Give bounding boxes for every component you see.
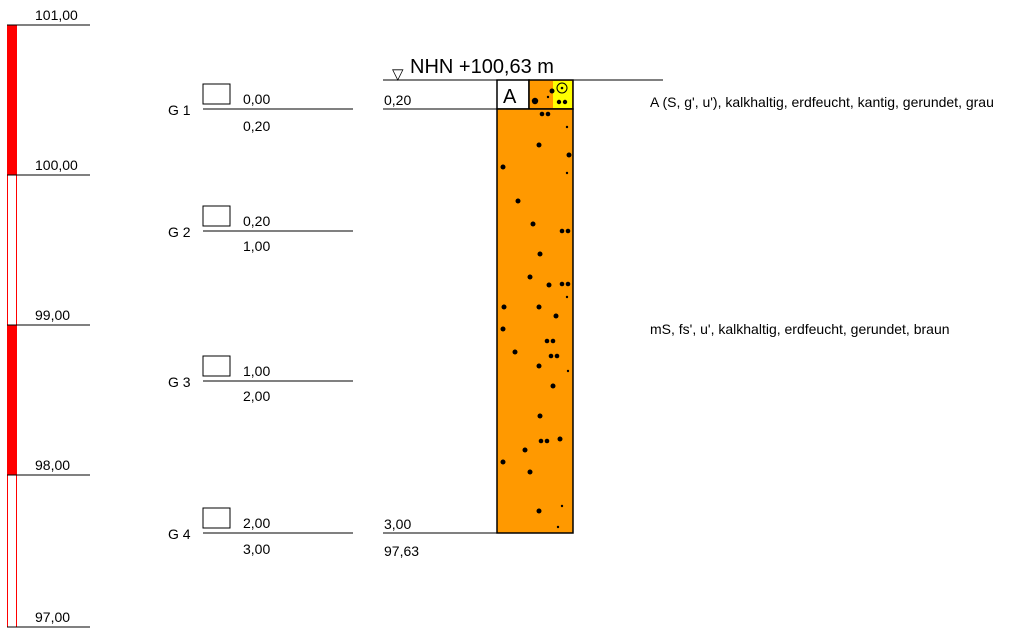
sand-dot [546, 112, 551, 117]
sand-dot [567, 153, 572, 158]
calcareous-dot [561, 87, 564, 90]
sand-dot [537, 143, 542, 148]
calcareous-symbol-bg [553, 81, 572, 108]
sand-dot [538, 252, 543, 257]
sand-dot [566, 282, 571, 287]
sample-g1: G 1 0,00 0,20 [168, 84, 353, 134]
sample-bottom-depth: 1,00 [243, 238, 270, 254]
sample-column: G 1 0,00 0,20 G 2 0,20 1,00 G 3 1,00 2,0… [168, 84, 353, 557]
sample-bottom-depth: 0,20 [243, 118, 270, 134]
sand-dot [537, 305, 542, 310]
sand-dot [547, 96, 549, 98]
sand-dot [545, 339, 550, 344]
sand-dot [555, 354, 560, 359]
sample-name: G 1 [168, 102, 191, 118]
sample-g2: G 2 0,20 1,00 [168, 206, 353, 254]
sample-name: G 3 [168, 374, 191, 390]
scale-label: 101,00 [35, 7, 78, 23]
sand-dot [547, 283, 552, 288]
depth-annotations: 0,20 3,00 97,63 [383, 92, 497, 559]
sample-box [203, 84, 230, 104]
sand-dot [537, 364, 542, 369]
elevation-header: ▽ NHN +100,63 m [383, 56, 663, 83]
sample-box [203, 206, 230, 226]
sand-dot [516, 199, 521, 204]
scale-segment-empty [8, 175, 17, 325]
sand-dot [551, 384, 556, 389]
sand-dot [540, 112, 545, 117]
sand-dot [566, 229, 571, 234]
sand-dot [501, 460, 506, 465]
gravel-dot [557, 100, 561, 104]
sand-dot [539, 439, 544, 444]
layer-2-fill [497, 109, 573, 533]
layer-code-label: A [503, 86, 517, 108]
scale-label: 99,00 [35, 307, 70, 323]
sample-top-depth: 2,00 [243, 515, 270, 531]
sample-top-depth: 0,20 [243, 213, 270, 229]
sand-dot [538, 414, 543, 419]
fine-sand-dot [566, 296, 568, 298]
scale-label: 98,00 [35, 457, 70, 473]
elevation-title: NHN +100,63 m [410, 56, 554, 78]
soil-column: A [497, 80, 573, 533]
scale-segment-filled [7, 325, 17, 475]
layer-boundary-depth: 0,20 [384, 92, 411, 108]
scale-segment-filled [7, 25, 17, 175]
fine-sand-dot [557, 526, 559, 528]
sand-dot [550, 89, 555, 94]
sand-dot [531, 222, 536, 227]
gravel-dot [532, 98, 538, 104]
sample-bottom-depth: 2,00 [243, 388, 270, 404]
sand-dot [528, 470, 533, 475]
final-elevation: 97,63 [384, 543, 419, 559]
sand-dot [501, 327, 506, 332]
sand-dot [560, 229, 565, 234]
fine-sand-dot [566, 172, 568, 174]
sand-dot [528, 275, 533, 280]
sand-dot [549, 354, 554, 359]
sand-dot [537, 509, 542, 514]
final-depth: 3,00 [384, 516, 411, 532]
sand-dot [501, 165, 506, 170]
fine-sand-dot [566, 126, 568, 128]
fine-sand-dot [567, 370, 569, 372]
calcareous-symbol-icon [553, 81, 572, 108]
sample-name: G 2 [168, 224, 191, 240]
sand-dot [523, 448, 528, 453]
scale-segment-empty [8, 475, 17, 627]
sand-dot [513, 350, 518, 355]
sand-dot [502, 305, 507, 310]
sample-g3: G 3 1,00 2,00 [168, 356, 353, 404]
sample-box [203, 356, 230, 376]
sample-box [203, 508, 230, 528]
scale-label: 100,00 [35, 157, 78, 173]
gravel-dot [563, 100, 567, 104]
sand-dot [560, 282, 565, 287]
sand-dot [551, 339, 556, 344]
sand-dot [554, 314, 559, 319]
sand-dot [558, 437, 563, 442]
sample-top-depth: 1,00 [243, 363, 270, 379]
scale-label: 97,00 [35, 609, 70, 625]
fine-sand-dot [561, 505, 563, 507]
sample-top-depth: 0,00 [243, 91, 270, 107]
sample-bottom-depth: 3,00 [243, 541, 270, 557]
sample-name: G 4 [168, 526, 191, 542]
layer-2-description: mS, fs', u', kalkhaltig, erdfeucht, geru… [650, 318, 1009, 340]
layer-1-description: A (S, g', u'), kalkhaltig, erdfeucht, ka… [650, 91, 1009, 113]
sample-g4: G 4 2,00 3,00 [168, 508, 353, 557]
elevation-scale: 101,00 100,00 99,00 98,00 97,00 [7, 7, 90, 627]
sand-dot [545, 439, 550, 444]
